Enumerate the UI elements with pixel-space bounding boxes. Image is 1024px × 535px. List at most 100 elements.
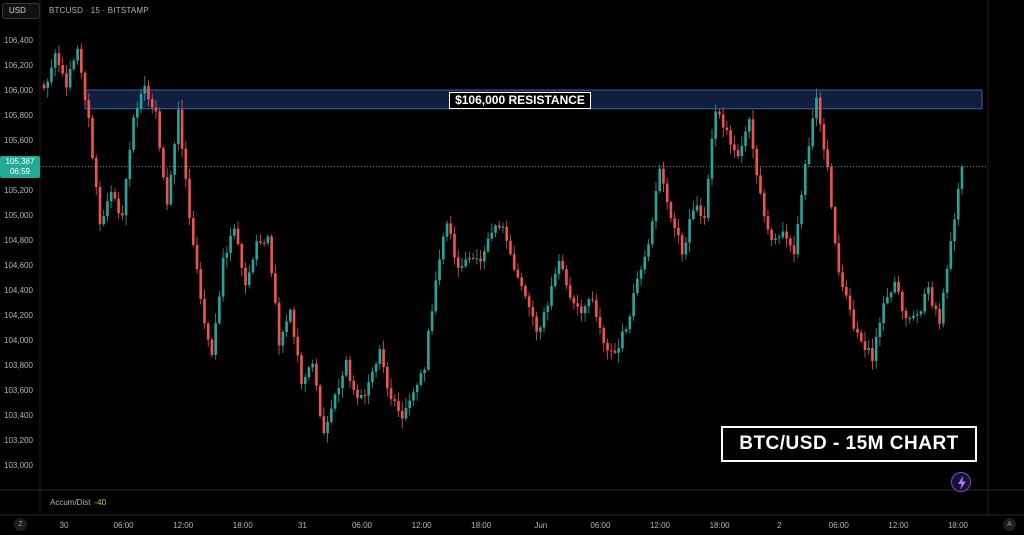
- candle: [740, 136, 744, 164]
- candle-body: [322, 416, 326, 434]
- candle-body: [856, 328, 859, 333]
- candle-body: [527, 296, 531, 307]
- x-tick-label: 12:00: [173, 521, 194, 530]
- y-tick-label: 105,800: [4, 111, 33, 120]
- candle-body: [841, 272, 844, 287]
- candle: [535, 311, 538, 341]
- candle-body: [580, 306, 583, 314]
- candle-body: [483, 251, 486, 262]
- x-tick-label: 31: [298, 521, 307, 530]
- candle-body: [262, 242, 266, 244]
- x-tick-label: 12:00: [888, 521, 909, 530]
- candle: [124, 177, 128, 226]
- candle-body: [516, 269, 520, 278]
- indicator-legend[interactable]: Accum/Dist -40: [50, 498, 106, 507]
- candle: [464, 251, 467, 269]
- candle-body: [740, 145, 744, 157]
- indicator-name: Accum/Dist: [50, 498, 91, 507]
- candle-body: [128, 149, 132, 180]
- candle-body: [576, 303, 579, 307]
- candle: [162, 146, 165, 180]
- candle: [356, 384, 359, 405]
- candle-body: [191, 218, 195, 245]
- candle: [945, 264, 949, 300]
- y-tick-label: 103,800: [4, 361, 33, 370]
- candle: [68, 61, 72, 91]
- auto-scale-button[interactable]: A: [1003, 518, 1016, 531]
- candle: [956, 182, 960, 226]
- candle: [762, 189, 766, 223]
- candle: [531, 300, 535, 326]
- candle-body: [904, 310, 908, 319]
- zoom-reset-button[interactable]: Z: [14, 518, 27, 531]
- candle-body: [942, 292, 945, 324]
- candle-body: [277, 302, 281, 346]
- candle-body: [371, 371, 374, 383]
- candle: [386, 362, 389, 397]
- candle: [613, 342, 617, 355]
- candle-body: [490, 232, 494, 239]
- candle: [628, 313, 632, 334]
- candle: [594, 294, 598, 322]
- candle-body: [102, 216, 106, 225]
- indicator-value: -40: [94, 498, 107, 507]
- candle: [908, 315, 912, 324]
- candle-body: [639, 269, 643, 279]
- candle-body: [900, 291, 904, 311]
- candle-body: [512, 254, 516, 270]
- candle-body: [505, 226, 509, 241]
- candle-body: [453, 233, 456, 258]
- candle: [449, 215, 453, 240]
- candle: [949, 232, 953, 272]
- candle: [427, 328, 430, 371]
- candle-body: [173, 144, 176, 175]
- candle-body: [337, 388, 341, 395]
- chart-caption-annotation: BTC/USD - 15M CHART: [721, 426, 977, 462]
- candle: [359, 389, 363, 400]
- y-tick-label: 104,800: [4, 236, 33, 245]
- candle: [441, 233, 445, 265]
- candle-body: [393, 399, 397, 402]
- candle: [632, 283, 635, 321]
- candle-body: [770, 229, 773, 241]
- candle: [221, 248, 225, 302]
- candle: [83, 70, 87, 105]
- x-tick-label: 06:00: [590, 521, 611, 530]
- candle: [150, 93, 154, 114]
- candle-body: [386, 367, 389, 389]
- candle-body: [236, 228, 240, 245]
- candle-body: [315, 363, 318, 386]
- candle: [117, 192, 120, 220]
- candle-body: [725, 127, 729, 131]
- candle: [135, 101, 139, 127]
- candle-body: [688, 218, 691, 243]
- candle-body: [729, 130, 732, 145]
- candle: [830, 163, 833, 210]
- candle: [277, 297, 281, 355]
- y-tick-label: 104,000: [4, 336, 33, 345]
- y-tick-label: 106,400: [4, 36, 33, 45]
- candle-body: [587, 299, 591, 307]
- candle: [680, 232, 684, 262]
- lightning-icon[interactable]: [951, 472, 971, 492]
- candle-body: [91, 117, 94, 159]
- candle-body: [225, 252, 229, 258]
- candle: [624, 326, 628, 335]
- candle: [561, 254, 565, 271]
- candle: [822, 118, 826, 160]
- candle-body: [333, 394, 337, 409]
- candle-body: [188, 178, 191, 219]
- candle-body: [867, 348, 871, 350]
- candle-body: [550, 285, 553, 306]
- candle-body: [76, 48, 79, 61]
- candle: [912, 310, 915, 321]
- candle: [796, 215, 800, 259]
- candle-body: [889, 292, 893, 298]
- y-tick-label: 106,200: [4, 61, 33, 70]
- candle: [251, 257, 255, 275]
- candle-body: [121, 213, 124, 216]
- candle-body: [863, 341, 867, 350]
- candle-body: [912, 315, 915, 319]
- candle: [236, 221, 240, 246]
